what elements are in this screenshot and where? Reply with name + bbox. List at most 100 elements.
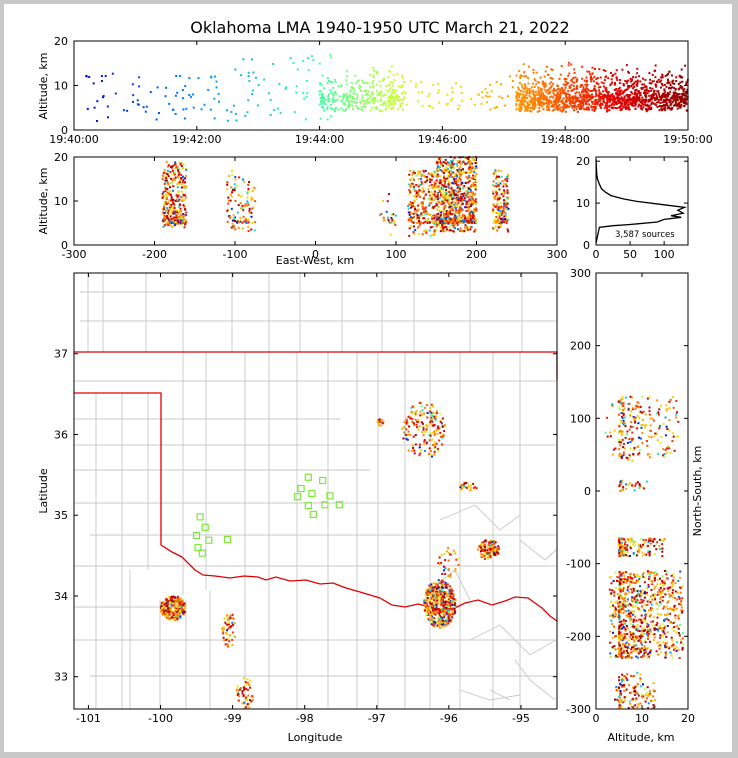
source-point — [397, 108, 399, 111]
source-point — [518, 109, 521, 112]
source-point — [627, 95, 630, 98]
source-point — [664, 448, 667, 451]
source-point — [161, 607, 163, 610]
source-point — [517, 86, 519, 89]
source-point — [623, 100, 626, 103]
source-point — [661, 96, 664, 99]
source-point — [387, 83, 390, 86]
source-point — [639, 94, 642, 97]
source-point — [184, 181, 186, 184]
source-point — [322, 105, 324, 108]
source-point — [436, 218, 438, 221]
source-point — [434, 596, 437, 599]
source-point — [446, 197, 449, 200]
source-point — [595, 99, 598, 102]
source-point — [441, 435, 444, 438]
source-point — [629, 441, 632, 443]
source-point — [446, 586, 448, 589]
source-point — [468, 166, 471, 169]
source-point — [421, 413, 423, 416]
source-point — [242, 694, 245, 697]
source-point — [524, 75, 527, 78]
source-point — [450, 169, 453, 172]
source-point — [609, 435, 612, 438]
source-point — [473, 222, 476, 224]
source-point — [447, 552, 450, 554]
source-point — [373, 76, 375, 79]
source-point — [439, 412, 442, 415]
source-point — [185, 214, 188, 217]
source-point — [441, 592, 444, 595]
source-point — [183, 117, 186, 120]
source-point — [455, 197, 458, 200]
source-point — [342, 102, 345, 105]
source-point — [425, 176, 428, 178]
source-point — [472, 482, 475, 485]
source-point — [251, 58, 253, 61]
source-point — [462, 194, 465, 197]
source-point — [413, 449, 416, 452]
source-point — [425, 210, 428, 213]
source-point — [243, 180, 246, 183]
source-point — [435, 170, 438, 173]
source-point — [424, 601, 427, 604]
source-point — [180, 215, 183, 218]
source-point — [442, 230, 445, 233]
source-point — [450, 588, 453, 591]
source-point — [433, 432, 436, 435]
source-point — [466, 216, 469, 219]
source-point — [164, 614, 167, 617]
source-point — [431, 216, 434, 219]
source-point — [441, 224, 443, 227]
source-point — [327, 95, 330, 98]
source-point — [181, 610, 184, 613]
source-point — [574, 92, 577, 95]
source-point — [448, 599, 450, 602]
source-point — [172, 611, 175, 614]
source-point — [222, 636, 225, 639]
source-point — [629, 77, 632, 80]
source-point — [526, 105, 529, 108]
source-point — [578, 91, 581, 94]
source-point — [492, 209, 495, 212]
source-point — [182, 175, 185, 178]
source-point — [356, 101, 358, 104]
source-point — [579, 93, 582, 96]
source-point — [363, 99, 366, 102]
source-point — [166, 215, 169, 217]
source-point — [447, 183, 450, 186]
source-point — [448, 217, 451, 220]
source-point — [438, 168, 440, 171]
lightning-sources — [85, 53, 689, 710]
source-point — [591, 72, 594, 75]
source-point — [456, 221, 459, 224]
source-point — [178, 162, 181, 164]
source-point — [410, 406, 413, 409]
source-point — [582, 93, 585, 96]
source-point — [464, 486, 467, 489]
source-point — [464, 224, 467, 227]
source-point — [458, 169, 461, 172]
source-point — [437, 608, 440, 610]
source-point — [333, 78, 336, 81]
source-point — [580, 99, 583, 102]
source-point — [447, 613, 450, 616]
source-point — [630, 103, 633, 106]
source-point — [250, 196, 253, 199]
source-point — [442, 600, 445, 603]
source-point — [529, 109, 531, 112]
source-point — [461, 182, 464, 184]
source-point — [682, 102, 685, 105]
source-point — [453, 598, 456, 601]
source-point — [86, 107, 89, 110]
source-point — [438, 563, 441, 566]
source-point — [469, 163, 472, 165]
source-point — [615, 96, 618, 99]
source-point — [161, 611, 164, 614]
source-point — [515, 104, 518, 107]
source-point — [433, 602, 435, 605]
source-point — [443, 223, 446, 226]
source-point — [627, 104, 630, 107]
source-point — [356, 93, 359, 96]
source-point — [497, 219, 499, 221]
